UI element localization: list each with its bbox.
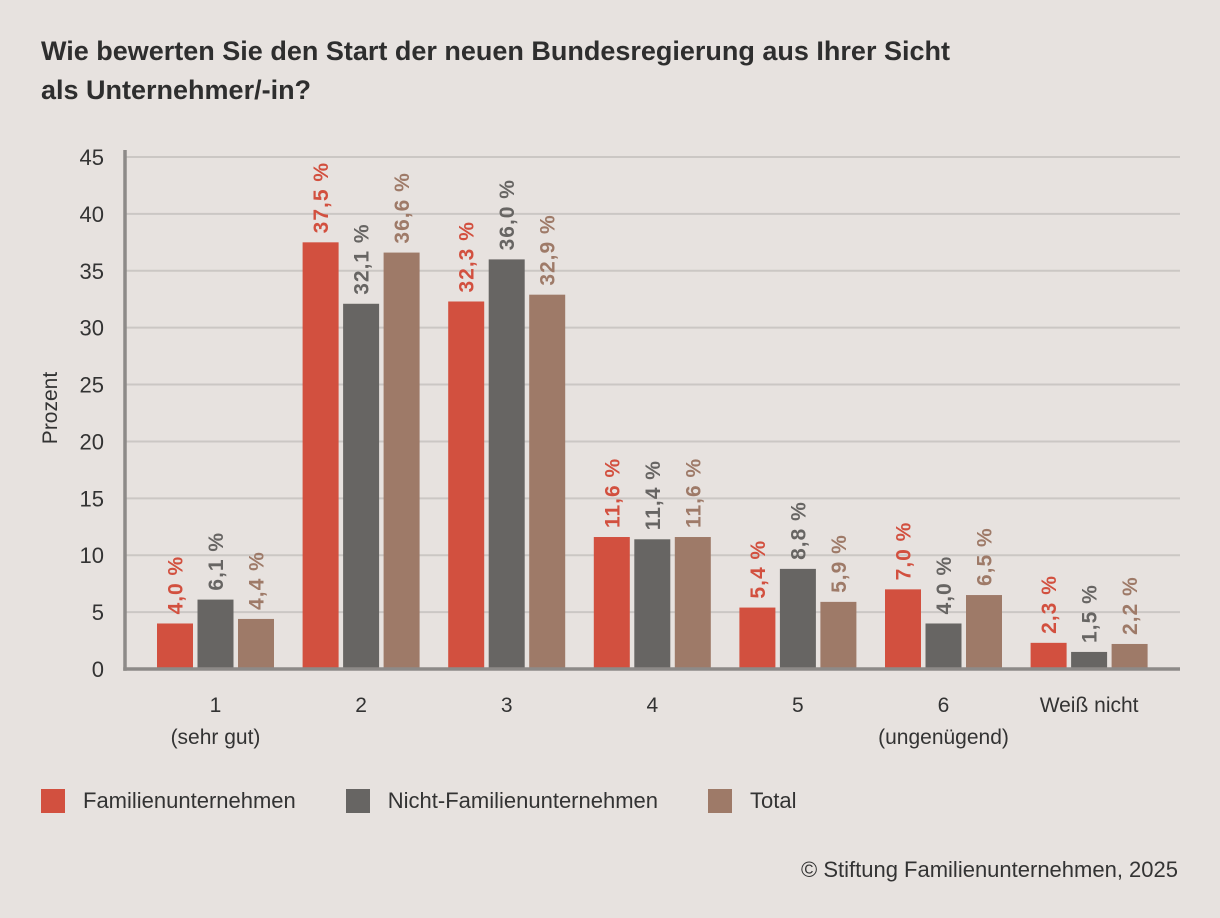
data-label-total-2: 36,6 %	[391, 172, 414, 243]
y-tick-label-35: 35	[80, 259, 104, 284]
bar-total-6	[966, 595, 1002, 669]
bar-nicht-familienunternehmen-weiss-nicht	[1071, 651, 1108, 669]
data-label-total-5: 5,9 %	[828, 534, 851, 593]
x-tick-sublabel-6: (ungenügend)	[878, 726, 1009, 749]
data-label-nicht-familienunternehmen-2: 32,1 %	[351, 223, 374, 294]
data-label-nicht-familienunternehmen-6: 4,0 %	[933, 556, 956, 615]
data-label-nicht-familienunternehmen-3: 36,0 %	[496, 179, 519, 250]
data-label-nicht-familienunternehmen-5: 8,8 %	[787, 501, 810, 560]
data-label-total-weiss-nicht: 2,2 %	[1119, 576, 1142, 635]
y-tick-label-20: 20	[80, 429, 104, 454]
data-label-nicht-familienunternehmen-weiss-nicht: 1,5 %	[1079, 584, 1102, 643]
bar-familienunternehmen-5	[739, 607, 776, 669]
data-label-familienunternehmen-weiss-nicht: 2,3 %	[1038, 575, 1061, 634]
legend-label-familienunternehmen: Familienunternehmen	[83, 788, 296, 813]
y-tick-label-40: 40	[80, 202, 104, 227]
data-label-familienunternehmen-4: 11,6 %	[601, 458, 624, 528]
x-tick-label-3: 3	[501, 694, 513, 717]
data-label-familienunternehmen-6: 7,0 %	[893, 522, 916, 581]
y-tick-label-25: 25	[80, 373, 104, 398]
data-label-familienunternehmen-1: 4,0 %	[165, 556, 188, 615]
data-label-total-3: 32,9 %	[537, 214, 560, 285]
x-tick-label-1: 1	[210, 694, 222, 717]
bar-nicht-familienunternehmen-5	[779, 568, 816, 669]
legend-item-nicht-familienunternehmen: Nicht-Familienunternehmen	[345, 788, 659, 813]
bar-total-5	[820, 601, 857, 669]
x-tick-sublabel-1: (sehr gut)	[171, 726, 261, 749]
gridlines	[125, 156, 1180, 614]
data-label-total-6: 6,5 %	[974, 527, 997, 586]
bar-nicht-familienunternehmen-6	[925, 623, 962, 669]
x-tick-label-weiss-nicht: Weiß nicht	[1040, 694, 1139, 717]
x-tick-label-4: 4	[646, 694, 658, 717]
y-tick-label-0: 0	[92, 657, 104, 682]
y-tick-label-15: 15	[80, 486, 104, 511]
legend-label-total: Total	[750, 788, 797, 813]
x-tick-label-6: 6	[938, 694, 950, 717]
y-tick-label-10: 10	[80, 543, 104, 568]
legend-label-nicht-familienunternehmen: Nicht-Familienunternehmen	[387, 788, 659, 813]
chart-title: Wie bewerten Sie den Start der neuen Bun…	[41, 36, 950, 105]
bar-total-3	[529, 294, 566, 669]
bar-total-weiss-nicht	[1111, 643, 1148, 669]
bar-familienunternehmen-6	[885, 589, 921, 669]
y-tick-label-30: 30	[80, 316, 104, 341]
y-axis-ticks: 0 5 10 15 20 25 30 35 40 45	[80, 145, 104, 682]
x-tick-label-2: 2	[355, 694, 367, 717]
legend-swatch-total	[708, 789, 733, 813]
legend: Familienunternehmen Nicht-Familienuntern…	[41, 789, 797, 813]
data-label-nicht-familienunternehmen-1: 6,1 %	[205, 532, 228, 591]
legend-item-total: Total	[708, 788, 797, 813]
legend-item-familienunternehmen: Familienunternehmen	[41, 789, 296, 813]
y-tick-label-45: 45	[80, 145, 104, 170]
data-label-nicht-familienunternehmen-4: 11,4 %	[642, 460, 665, 530]
x-axis-ticks: 1 (sehr gut) 2 3 4 5 6 (ungenügend) Weiß nicht	[171, 694, 1139, 749]
axes	[123, 150, 1180, 671]
bar-nicht-familienunternehmen-1	[197, 599, 234, 669]
bar-total-2	[383, 252, 420, 669]
source-credit: © Stiftung Familienunternehmen, 2025	[801, 857, 1178, 882]
bar-nicht-familienunternehmen-4	[634, 539, 671, 669]
bar-familienunternehmen-1	[157, 623, 193, 669]
bars	[157, 242, 1148, 670]
y-tick-label-5: 5	[92, 600, 104, 625]
data-label-familienunternehmen-3: 32,3 %	[456, 221, 479, 292]
bar-familienunternehmen-4	[593, 537, 630, 669]
legend-swatch-familienunternehmen	[41, 789, 65, 813]
bar-nicht-familienunternehmen-2	[343, 303, 380, 669]
data-labels: 4,0 % 37,5 % 32,3 % 11,6 % 5,4 % 7,0 % 2,3 % 6,…	[165, 162, 1143, 643]
data-label-total-1: 4,4 %	[246, 551, 269, 610]
bar-nicht-familienunternehmen-3	[488, 259, 525, 669]
y-axis-title: Prozent	[39, 372, 62, 445]
legend-swatch-nicht-familienunternehmen	[345, 789, 370, 813]
data-label-familienunternehmen-5: 5,4 %	[747, 540, 770, 599]
x-tick-label-5: 5	[792, 694, 804, 717]
bar-total-4	[674, 537, 711, 669]
bar-familienunternehmen-weiss-nicht	[1030, 642, 1067, 669]
data-label-familienunternehmen-2: 37,5 %	[310, 162, 333, 233]
bar-familienunternehmen-2	[302, 242, 339, 670]
bar-familienunternehmen-3	[448, 301, 485, 669]
bar-total-1	[238, 618, 274, 669]
data-label-total-4: 11,6 %	[682, 458, 705, 528]
